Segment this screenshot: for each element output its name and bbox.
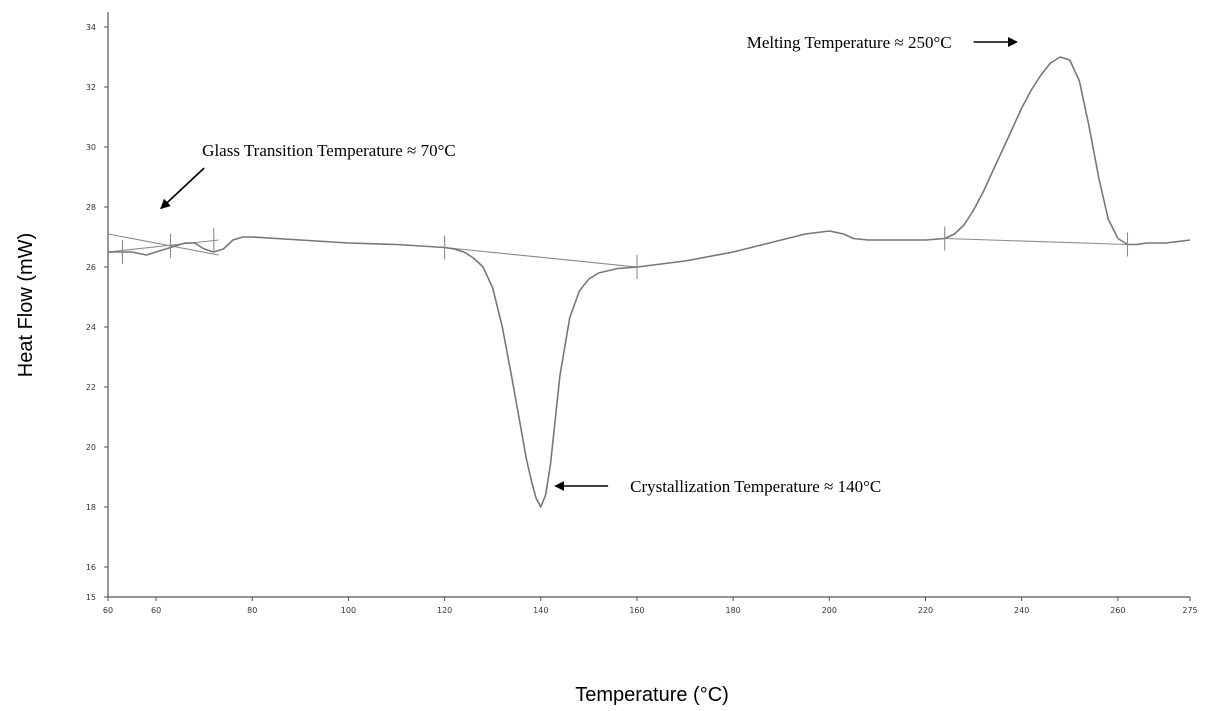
annotation-label: Melting Temperature ≈ 250°C xyxy=(747,33,952,52)
x-axis-title: Temperature (°C) xyxy=(575,684,729,706)
x-tick-label: 160 xyxy=(629,606,644,615)
x-tick-label: 275 xyxy=(1182,606,1197,615)
annotation-arrow xyxy=(160,167,205,210)
x-tick-label: 60 xyxy=(151,606,161,615)
x-tick-label: 80 xyxy=(247,606,257,615)
x-tick-label: 180 xyxy=(726,606,741,615)
baselines xyxy=(107,233,1128,268)
integration-markers xyxy=(121,226,1129,279)
y-tick-label: 32 xyxy=(86,83,96,92)
annotation-label: Crystallization Temperature ≈ 140°C xyxy=(630,477,881,496)
heat-flow-line xyxy=(108,56,1191,508)
x-tick-label: 260 xyxy=(1110,606,1125,615)
baseline-segment xyxy=(444,246,638,268)
baseline-segment xyxy=(107,233,219,256)
x-tick-label: 60 xyxy=(103,606,113,615)
y-tick-label: 15 xyxy=(86,593,96,602)
x-tick-label: 200 xyxy=(822,606,837,615)
y-tick-label: 28 xyxy=(86,203,96,212)
annotation-label: Glass Transition Temperature ≈ 70°C xyxy=(202,141,456,160)
y-tick-label: 30 xyxy=(86,143,96,152)
y-tick-label: 20 xyxy=(86,443,96,452)
annotations: Glass Transition Temperature ≈ 70°C Cryst… xyxy=(160,33,1018,496)
y-tick-label: 22 xyxy=(86,383,96,392)
baseline-segment xyxy=(107,239,219,253)
y-tick-label: 26 xyxy=(86,263,96,272)
y-axis-title: Heat Flow (mW) xyxy=(15,233,37,377)
x-tick-label: 120 xyxy=(437,606,452,615)
y-tick-label: 18 xyxy=(86,503,96,512)
series xyxy=(108,56,1191,508)
x-tick-label: 100 xyxy=(341,606,356,615)
y-tick-label: 16 xyxy=(86,563,96,572)
x-tick-label: 140 xyxy=(533,606,548,615)
tick-labels: 60 60 80 100 120 140 160 180 200 220 240 260 275 15 16… xyxy=(86,23,1198,615)
y-tick-label: 24 xyxy=(86,323,96,332)
x-tick-label: 220 xyxy=(918,606,933,615)
y-tick-label: 34 xyxy=(86,23,96,32)
x-tick-label: 240 xyxy=(1014,606,1029,615)
axes xyxy=(104,12,1191,601)
baseline-segment xyxy=(944,237,1128,246)
